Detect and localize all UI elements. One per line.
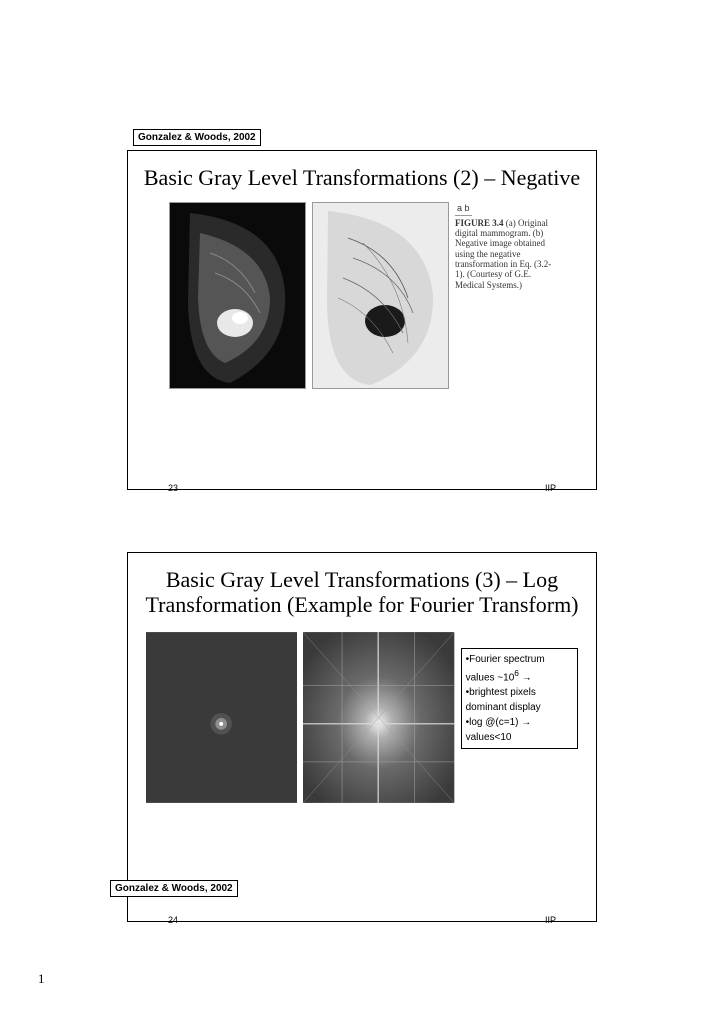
note-line-1: •Fourier spectrum values ~106 → xyxy=(466,652,573,685)
page-number: 1 xyxy=(38,971,45,987)
slide1-number: 23 xyxy=(168,483,178,493)
caption-ab: a b xyxy=(455,202,472,215)
slide1-content: a b FIGURE 3.4 (a) Original digital mamm… xyxy=(128,198,596,389)
figure-caption: a b FIGURE 3.4 (a) Original digital mamm… xyxy=(455,202,555,290)
caption-fig-label: FIGURE 3.4 xyxy=(455,218,504,228)
mammogram-negative xyxy=(312,202,449,389)
annotation-box: •Fourier spectrum values ~106 → •brighte… xyxy=(461,648,578,749)
note-line-2: •brightest pixels dominant display xyxy=(466,685,573,715)
note-line-3: •log @(c=1) → values<10 xyxy=(466,715,573,745)
citation-tag-2: Gonzalez & Woods, 2002 xyxy=(110,880,238,897)
fourier-log xyxy=(303,630,454,805)
slide-log-transform: Gonzalez & Woods, 2002 Basic Gray Level … xyxy=(127,552,597,922)
mammogram-original xyxy=(169,202,306,389)
slide2-course-tag: IIP xyxy=(545,915,556,925)
slide2-number: 24 xyxy=(168,915,178,925)
slide2-content: •Fourier spectrum values ~106 → •brighte… xyxy=(128,626,596,805)
fourier-raw xyxy=(146,630,297,805)
caption-body: (a) Original digital mammogram. (b) Nega… xyxy=(455,218,551,290)
slide1-title: Basic Gray Level Transformations (2) – N… xyxy=(138,165,586,190)
citation-tag: Gonzalez & Woods, 2002 xyxy=(133,129,261,146)
slide1-course-tag: IIP xyxy=(545,483,556,493)
slide-negative: Gonzalez & Woods, 2002 Basic Gray Level … xyxy=(127,150,597,490)
slide2-title: Basic Gray Level Transformations (3) – L… xyxy=(138,567,586,618)
